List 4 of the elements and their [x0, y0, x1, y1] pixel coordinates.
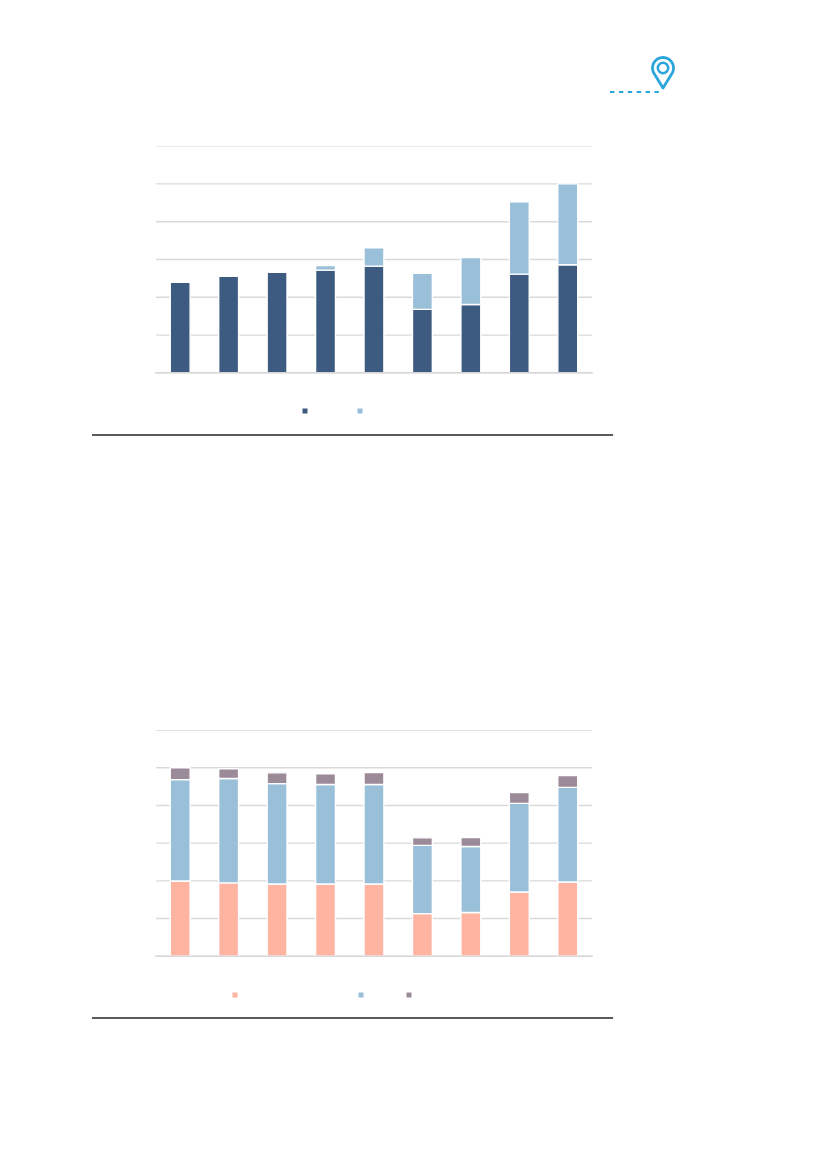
bar — [169, 281, 191, 373]
bar — [314, 269, 337, 373]
bar — [266, 271, 288, 373]
bar — [218, 275, 240, 373]
